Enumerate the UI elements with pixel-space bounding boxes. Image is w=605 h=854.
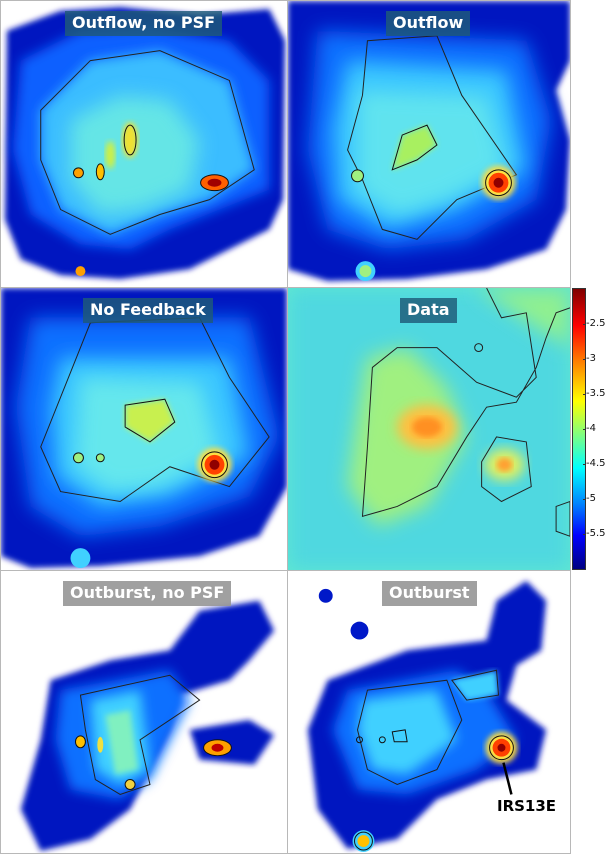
colorbar-tick-label: -4.5 — [583, 458, 605, 469]
panel-outburst: Outburst IRS13E — [287, 570, 571, 854]
irs13e-label: IRS13E — [495, 797, 559, 815]
map-outburst-no-psf — [1, 571, 287, 853]
panel-title-outburst-no-psf: Outburst, no PSF — [63, 581, 232, 606]
map-outflow-no-psf — [1, 1, 287, 287]
panel-title-data: Data — [400, 298, 457, 323]
panel-no-feedback: No Feedback — [0, 287, 288, 571]
panel-outflow-no-psf: Outflow, no PSF — [0, 0, 288, 288]
panel-outburst-no-psf: Outburst, no PSF — [0, 570, 288, 854]
map-no-feedback — [1, 288, 287, 570]
panel-outflow: Outflow — [287, 0, 571, 288]
colorbar-tick-label: -2.5 — [583, 318, 605, 329]
colorbar-tick-label: -3.5 — [583, 388, 605, 399]
map-outflow — [288, 1, 570, 287]
panel-title-outflow-no-psf: Outflow, no PSF — [65, 11, 223, 36]
panel-title-outburst: Outburst — [382, 581, 477, 606]
colorbar-tick-label: -5.5 — [583, 528, 605, 539]
colorbar-tick-label: -5 — [583, 493, 596, 504]
panel-title-no-feedback: No Feedback — [83, 298, 213, 323]
colorbar-tick-label: -4 — [583, 423, 596, 434]
panel-title-outflow: Outflow — [386, 11, 471, 36]
colorbar: -2.5 -3 -3.5 -4 -4.5 -5 -5.5 — [571, 288, 605, 570]
colorbar-tick-label: -3 — [583, 353, 596, 364]
panel-data: Data — [287, 287, 571, 571]
map-data — [288, 288, 570, 570]
